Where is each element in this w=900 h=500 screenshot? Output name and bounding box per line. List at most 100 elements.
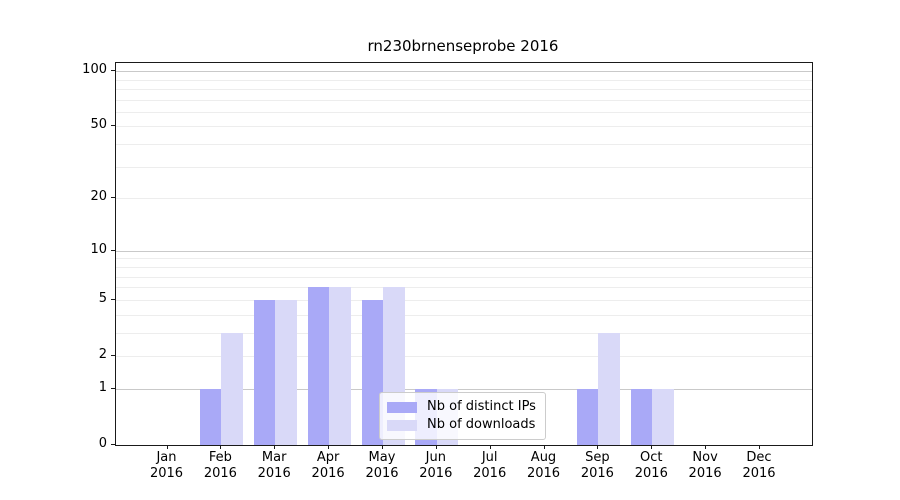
- gridline-8: [116, 266, 812, 268]
- x-tick-year: 2016: [634, 466, 668, 481]
- y-tick-mark-1: [111, 387, 115, 389]
- bar-downloads-oct: [652, 388, 674, 445]
- x-tick-month: Feb: [208, 450, 232, 465]
- legend: Nb of distinct IPs Nb of downloads: [379, 392, 546, 440]
- x-tick-mark-oct: [651, 445, 653, 449]
- x-tick-month: Sep: [585, 450, 610, 465]
- gridline-60: [116, 111, 812, 113]
- y-tick-label-100: 100: [82, 62, 107, 77]
- x-tick-month: Oct: [640, 450, 663, 465]
- x-tick-label-mar: Mar 2016: [244, 450, 304, 482]
- y-tick-label-2: 2: [98, 347, 107, 362]
- x-tick-mark-sep: [597, 445, 599, 449]
- gridline-6: [116, 287, 812, 289]
- y-tick-label-50: 50: [90, 117, 107, 133]
- x-tick-mark-jan: [166, 445, 168, 449]
- x-tick-year: 2016: [688, 466, 722, 481]
- gridline-7: [116, 276, 812, 278]
- bar-downloads-feb: [221, 332, 243, 445]
- x-tick-mark-feb: [220, 445, 222, 449]
- x-tick-year: 2016: [419, 466, 453, 481]
- x-tick-month: Nov: [692, 450, 718, 465]
- legend-item-distinct-ips: Nb of distinct IPs: [387, 398, 536, 416]
- bar-distinct-ips-may: [361, 299, 383, 445]
- x-tick-year: 2016: [742, 466, 776, 481]
- bar-downloads-mar: [275, 299, 297, 445]
- x-tick-label-dec: Dec 2016: [729, 450, 789, 482]
- gridline-100: [116, 71, 812, 72]
- bar-distinct-ips-oct: [630, 388, 653, 445]
- gridline-80: [116, 88, 812, 90]
- x-tick-mark-apr: [328, 445, 330, 449]
- legend-label-distinct-ips: Nb of distinct IPs: [427, 399, 536, 414]
- x-tick-year: 2016: [473, 466, 507, 481]
- x-tick-month: Apr: [316, 450, 340, 465]
- y-tick-mark-50: [111, 125, 115, 127]
- y-tick-mark-20: [111, 197, 115, 199]
- x-tick-label-sep: Sep 2016: [567, 450, 627, 482]
- x-tick-month: Dec: [746, 450, 772, 465]
- x-tick-month: May: [368, 450, 396, 465]
- bar-distinct-ips-feb: [199, 388, 222, 445]
- bar-distinct-ips-mar: [253, 299, 276, 445]
- x-tick-year: 2016: [257, 466, 291, 481]
- x-tick-year: 2016: [203, 466, 237, 481]
- gridline-4: [116, 314, 812, 316]
- x-tick-year: 2016: [526, 466, 561, 481]
- x-tick-month: Aug: [530, 450, 557, 465]
- y-tick-mark-5: [111, 298, 115, 300]
- gridline-90: [116, 79, 812, 81]
- x-tick-month: Jul: [481, 450, 498, 465]
- chart-title: rn230brnenseprobe 2016: [367, 37, 559, 55]
- gridline-9: [116, 258, 812, 260]
- x-tick-month: Mar: [261, 450, 287, 465]
- y-tick-mark-0: [111, 444, 115, 445]
- gridline-20: [116, 198, 812, 200]
- x-tick-mark-mar: [274, 445, 276, 449]
- x-tick-label-jun: Jun 2016: [406, 450, 466, 482]
- gridline-3: [116, 332, 812, 334]
- x-tick-year: 2016: [311, 466, 345, 481]
- x-tick-mark-jun: [435, 445, 437, 449]
- x-tick-month: Jun: [425, 450, 446, 465]
- y-tick-label-1: 1: [98, 379, 107, 395]
- x-tick-label-jul: Jul 2016: [460, 450, 520, 482]
- x-tick-mark-may: [382, 445, 383, 449]
- x-tick-label-may: May 2016: [352, 450, 412, 482]
- x-tick-label-jan: Jan 2016: [137, 450, 197, 482]
- legend-label-downloads: Nb of downloads: [427, 417, 536, 432]
- x-tick-mark-nov: [705, 445, 707, 449]
- bar-downloads-apr: [329, 287, 351, 445]
- y-tick-label-5: 5: [98, 290, 107, 306]
- plot-area: [115, 62, 813, 446]
- gridline-40: [116, 144, 812, 146]
- gridline-2: [116, 356, 812, 357]
- x-tick-month: Jan: [156, 450, 177, 465]
- x-tick-label-feb: Feb 2016: [190, 450, 250, 482]
- y-tick-label-0: 0: [98, 436, 107, 451]
- y-tick-mark-10: [111, 249, 115, 251]
- gridline-70: [116, 99, 812, 101]
- x-tick-year: 2016: [580, 466, 614, 481]
- legend-swatch-downloads-icon: [387, 419, 417, 431]
- y-tick-label-20: 20: [90, 189, 107, 205]
- gridline-1: [116, 388, 812, 390]
- x-tick-label-aug: Aug 2016: [514, 450, 574, 482]
- x-tick-label-oct: Oct 2016: [621, 450, 681, 482]
- y-tick-mark-100: [111, 70, 115, 71]
- legend-item-downloads: Nb of downloads: [387, 416, 536, 434]
- x-tick-label-nov: Nov 2016: [675, 450, 735, 482]
- x-tick-label-apr: Apr 2016: [298, 450, 358, 482]
- legend-swatch-distinct-ips-icon: [387, 401, 417, 413]
- y-tick-mark-2: [111, 355, 115, 356]
- bar-distinct-ips-sep: [576, 388, 599, 445]
- bar-downloads-sep: [598, 332, 620, 445]
- gridline-10: [116, 250, 812, 252]
- x-tick-mark-aug: [543, 445, 545, 449]
- x-tick-mark-dec: [759, 445, 760, 449]
- gridline-50: [116, 126, 812, 128]
- x-tick-year: 2016: [365, 466, 399, 481]
- gridline-30: [116, 166, 812, 168]
- x-tick-year: 2016: [149, 466, 184, 481]
